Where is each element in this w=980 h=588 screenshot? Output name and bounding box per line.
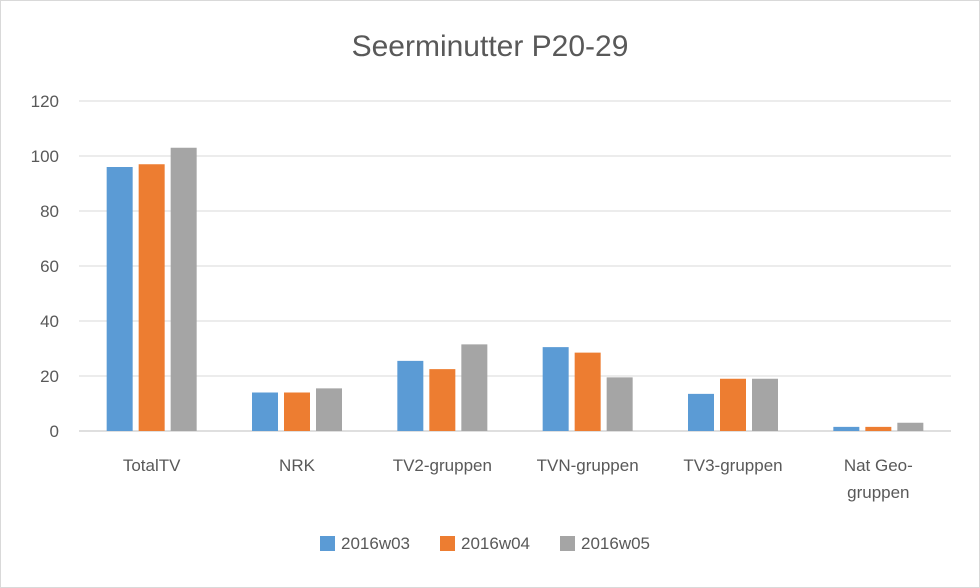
- legend-label: 2016w05: [581, 534, 650, 553]
- bars: [106, 147, 924, 431]
- bar-2016w04-tvn-gruppen: [574, 352, 601, 431]
- bar-2016w03-tvn-gruppen: [542, 347, 569, 431]
- bar-2016w04-nrk: [284, 392, 310, 431]
- gridlines: [79, 100, 951, 432]
- y-tick-label: 0: [50, 422, 59, 441]
- y-tick-label: 20: [40, 367, 59, 386]
- category-label: TV2-gruppen: [393, 456, 492, 475]
- category-label: NRK: [279, 456, 316, 475]
- category-label: TV3-gruppen: [683, 456, 782, 475]
- bar-2016w04-tv2-gruppen: [429, 369, 456, 431]
- legend-label: 2016w03: [341, 534, 410, 553]
- legend-swatch: [320, 536, 335, 551]
- legend-swatch: [440, 536, 455, 551]
- bar-2016w05-nrk: [316, 388, 342, 431]
- category-label: TotalTV: [123, 456, 181, 475]
- bar-2016w04-tv3-gruppen: [720, 378, 746, 431]
- legend-swatch: [560, 536, 575, 551]
- chart-title: Seerminutter P20-29: [352, 30, 629, 63]
- category-label: gruppen: [847, 483, 909, 502]
- bar-2016w03-totaltv: [106, 167, 133, 431]
- category-label: TVN-gruppen: [537, 456, 639, 475]
- bar-2016w03-tv3-gruppen: [688, 393, 714, 431]
- bar-2016w03-nrk: [252, 392, 278, 431]
- bar-2016w05-tv3-gruppen: [752, 378, 778, 431]
- bar-2016w05-tvn-gruppen: [606, 377, 633, 431]
- bar-2016w05-tv2-gruppen: [461, 344, 488, 431]
- category-label: Nat Geo-: [844, 456, 913, 475]
- x-axis-category-labels: TotalTV NRK TV2-gruppen TVN-gruppen TV3-grup…: [123, 456, 913, 502]
- y-tick-label: 100: [31, 147, 59, 166]
- legend-label: 2016w04: [461, 534, 530, 553]
- y-tick-label: 40: [40, 312, 59, 331]
- legend: 2016w03 2016w04 2016w05: [320, 534, 650, 553]
- bar-2016w04-totaltv: [138, 164, 165, 431]
- bar-2016w03-tv2-gruppen: [397, 360, 424, 431]
- y-axis-tick-labels: 0 20 40 60 80 100 120: [31, 92, 59, 441]
- bar-2016w05-nat-geo--gruppen: [897, 422, 924, 431]
- bar-2016w05-totaltv: [170, 147, 197, 431]
- y-tick-label: 60: [40, 257, 59, 276]
- bar-2016w03-nat-geo--gruppen: [833, 426, 860, 431]
- bar-2016w04-nat-geo--gruppen: [865, 426, 892, 431]
- y-tick-label: 80: [40, 202, 59, 221]
- y-tick-label: 120: [31, 92, 59, 111]
